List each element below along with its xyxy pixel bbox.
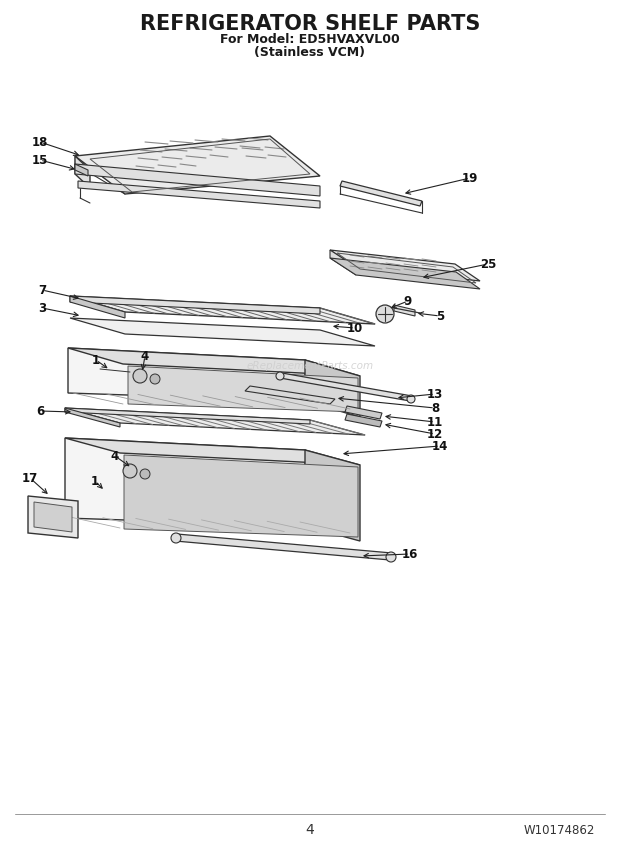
Polygon shape	[68, 348, 360, 376]
Text: 1: 1	[91, 474, 99, 488]
Text: 17: 17	[22, 472, 38, 484]
Polygon shape	[280, 373, 412, 401]
Circle shape	[276, 372, 284, 380]
Text: 25: 25	[480, 258, 496, 270]
Text: 19: 19	[462, 171, 478, 185]
Circle shape	[133, 369, 147, 383]
Polygon shape	[68, 348, 305, 401]
Text: 4: 4	[111, 449, 119, 462]
Polygon shape	[345, 414, 382, 427]
Polygon shape	[330, 250, 356, 275]
Polygon shape	[65, 438, 305, 526]
Polygon shape	[78, 181, 320, 208]
Text: 14: 14	[432, 439, 448, 453]
Text: 16: 16	[402, 548, 418, 561]
Circle shape	[171, 533, 181, 543]
Text: For Model: ED5HVAXVL00: For Model: ED5HVAXVL00	[220, 33, 400, 45]
Polygon shape	[245, 386, 335, 404]
Circle shape	[150, 374, 160, 384]
Polygon shape	[65, 408, 310, 424]
Text: REFRIGERATOR SHELF PARTS: REFRIGERATOR SHELF PARTS	[140, 14, 480, 34]
Polygon shape	[28, 496, 78, 538]
Text: 15: 15	[32, 153, 48, 167]
Text: 1: 1	[92, 354, 100, 366]
Polygon shape	[128, 366, 358, 412]
Circle shape	[386, 552, 396, 562]
Polygon shape	[394, 305, 415, 316]
Polygon shape	[330, 250, 480, 281]
Text: eReplacementParts.com: eReplacementParts.com	[246, 361, 374, 371]
Text: 9: 9	[404, 294, 412, 307]
Polygon shape	[65, 408, 120, 427]
Polygon shape	[70, 296, 375, 324]
Polygon shape	[65, 408, 365, 435]
Text: (Stainless VCM): (Stainless VCM)	[254, 45, 366, 58]
Circle shape	[376, 305, 394, 323]
Circle shape	[123, 464, 137, 478]
Text: W10174862: W10174862	[524, 823, 595, 836]
Polygon shape	[305, 450, 360, 541]
Text: 3: 3	[38, 301, 46, 314]
Polygon shape	[345, 406, 382, 419]
Text: 8: 8	[431, 401, 439, 414]
Text: 13: 13	[427, 388, 443, 401]
Polygon shape	[70, 296, 125, 318]
Text: 11: 11	[427, 415, 443, 429]
Text: 4: 4	[141, 349, 149, 362]
Text: 18: 18	[32, 135, 48, 148]
Polygon shape	[70, 296, 320, 314]
Text: 4: 4	[306, 823, 314, 837]
Polygon shape	[34, 502, 72, 532]
Circle shape	[407, 395, 415, 403]
Polygon shape	[75, 156, 90, 188]
Polygon shape	[75, 164, 320, 196]
Polygon shape	[75, 136, 320, 194]
Polygon shape	[75, 164, 88, 176]
Polygon shape	[330, 258, 480, 289]
Text: 10: 10	[347, 322, 363, 335]
Text: 12: 12	[427, 427, 443, 441]
Text: 6: 6	[36, 405, 44, 418]
Polygon shape	[340, 181, 422, 206]
Text: 5: 5	[436, 310, 444, 323]
Polygon shape	[65, 438, 360, 465]
Polygon shape	[70, 318, 375, 346]
Polygon shape	[305, 360, 360, 417]
Polygon shape	[175, 534, 392, 560]
Text: 7: 7	[38, 283, 46, 296]
Circle shape	[140, 469, 150, 479]
Polygon shape	[124, 455, 358, 537]
